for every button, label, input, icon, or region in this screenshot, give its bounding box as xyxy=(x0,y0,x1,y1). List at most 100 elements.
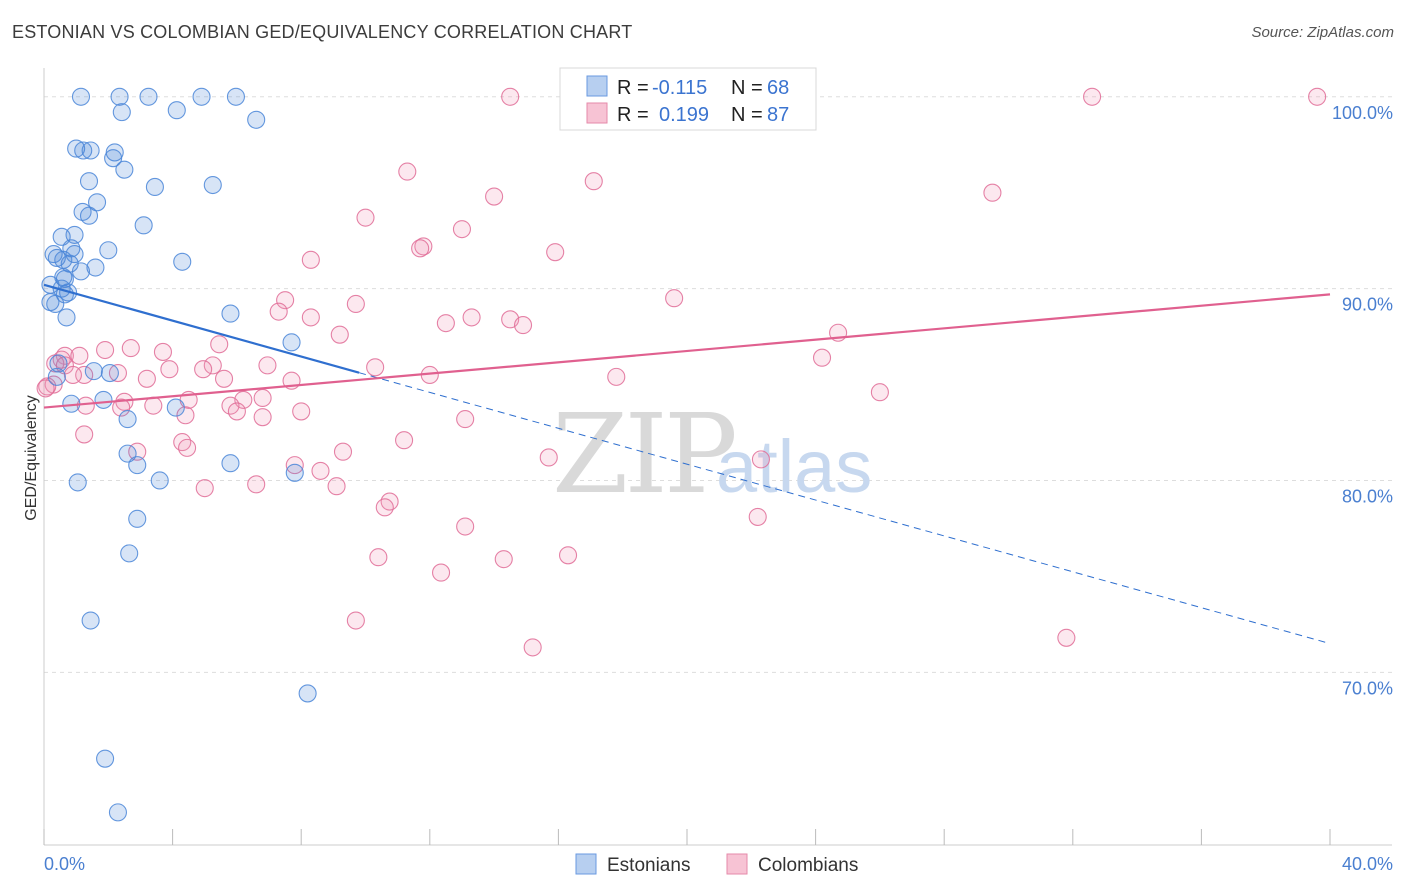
colombian-point xyxy=(214,369,234,388)
watermark: ZIP atlas xyxy=(552,390,872,518)
chart-title: ESTONIAN VS COLOMBIAN GED/EQUIVALENCY CO… xyxy=(12,22,633,42)
estonian-point xyxy=(128,456,147,475)
colombian-point xyxy=(411,239,430,258)
estonian-point xyxy=(150,471,169,490)
estonian-point xyxy=(100,363,119,383)
colombian-point xyxy=(414,237,433,256)
estonian-point xyxy=(104,149,123,168)
colombian-point xyxy=(395,431,414,450)
estonian-point xyxy=(112,103,131,122)
estonian-point xyxy=(167,101,186,120)
estonian-point xyxy=(203,175,222,195)
y-axis-title: GED/Equivalency xyxy=(23,395,40,520)
bottom-legend-swatch-estonians xyxy=(575,853,597,875)
estonian-trend-dashed xyxy=(358,372,1331,645)
estonian-point xyxy=(94,390,113,409)
estonian-point xyxy=(81,141,100,160)
colombian-point xyxy=(501,87,520,106)
colombian-point xyxy=(70,346,89,365)
colombian-point xyxy=(195,479,214,498)
colombian-point xyxy=(247,475,266,494)
bottom-legend-estonians: Estonians xyxy=(607,855,690,876)
axes xyxy=(43,68,1392,846)
colombian-point xyxy=(285,456,304,475)
colombian-point xyxy=(301,308,320,327)
source-credit: Source: ZipAtlas.com xyxy=(1251,24,1394,41)
bottom-legend-colombians: Colombians xyxy=(758,855,858,876)
legend-n-value-estonians: 68 xyxy=(767,77,789,99)
colombian-point xyxy=(452,220,472,239)
y-tick-label: 80.0% xyxy=(1342,486,1393,506)
estonian-point xyxy=(118,410,137,429)
estonian-point xyxy=(68,473,87,492)
legend-n-value-colombians: 87 xyxy=(767,104,789,126)
colombian-point xyxy=(178,438,197,457)
estonian-point xyxy=(86,258,105,277)
colombian-point xyxy=(210,335,229,354)
colombian-point xyxy=(346,611,365,630)
legend-box: R = -0.115 N = 68 R = 0.199 N = 87 xyxy=(559,67,817,131)
x-tick-label: 0.0% xyxy=(44,854,85,874)
legend-r-value-estonians: -0.115 xyxy=(652,77,707,99)
estonian-point xyxy=(74,141,93,160)
colombian-point xyxy=(1057,628,1076,647)
colombian-point xyxy=(160,360,179,379)
colombian-point xyxy=(1308,87,1327,106)
y-tick-label: 100.0% xyxy=(1332,103,1393,123)
trend-lines xyxy=(43,283,1331,645)
colombian-point xyxy=(1083,87,1102,106)
estonian-point xyxy=(110,87,129,106)
colombian-point xyxy=(63,365,82,385)
colombian-point xyxy=(436,314,455,333)
estonian-point xyxy=(108,803,127,822)
colombian-point xyxy=(665,289,684,308)
colombian-point xyxy=(258,356,277,375)
estonian-point xyxy=(166,398,185,417)
colombian-point xyxy=(558,546,578,565)
watermark-zip: ZIP xyxy=(552,390,735,518)
colombian-point xyxy=(380,492,399,511)
colombian-point xyxy=(607,367,626,386)
legend-n-label-estonians: N = xyxy=(731,77,763,99)
estonian-point xyxy=(173,252,192,271)
colombian-point xyxy=(311,461,330,480)
colombian-point xyxy=(36,379,55,398)
colombian-point xyxy=(176,406,195,425)
colombian-point xyxy=(546,243,565,262)
colombian-point xyxy=(748,507,767,526)
colombian-point xyxy=(330,325,349,344)
colombian-point xyxy=(485,187,504,206)
colombian-point xyxy=(983,183,1002,202)
estonian-point xyxy=(96,749,115,768)
tick-labels: 70.0% 80.0% 90.0% 100.0% 0.0% 40.0% xyxy=(44,103,1393,874)
estonian-point xyxy=(115,160,134,179)
watermark-atlas: atlas xyxy=(716,425,872,508)
legend-r-value-colombians: 0.199 xyxy=(659,104,709,126)
x-tick-label: 40.0% xyxy=(1342,854,1393,874)
colombian-point xyxy=(870,383,889,402)
colombian-point xyxy=(253,388,272,408)
colombian-point xyxy=(333,442,353,461)
colombian-point xyxy=(327,477,346,496)
estonian-point xyxy=(99,241,118,260)
estonian-point xyxy=(128,509,147,528)
colombian-point xyxy=(75,425,94,444)
colombian-point xyxy=(194,360,213,379)
estonian-point xyxy=(192,87,211,106)
estonian-point xyxy=(67,139,86,158)
legend-n-label-colombians: N = xyxy=(731,104,763,126)
colombian-point xyxy=(276,291,295,310)
estonian-point xyxy=(221,454,240,473)
colombian-point xyxy=(523,638,542,657)
colombian-point xyxy=(751,450,770,469)
bottom-legend: Estonians Colombians xyxy=(575,853,858,876)
colombian-point xyxy=(356,208,375,227)
colombian-point xyxy=(366,358,385,377)
estonian-point xyxy=(87,193,107,212)
legend-swatch-estonians xyxy=(586,75,608,97)
colombian-point xyxy=(494,550,513,569)
colombian-point xyxy=(346,294,365,314)
colombian-point xyxy=(203,356,222,375)
estonian-point xyxy=(285,463,304,482)
colombian-point xyxy=(369,548,388,567)
